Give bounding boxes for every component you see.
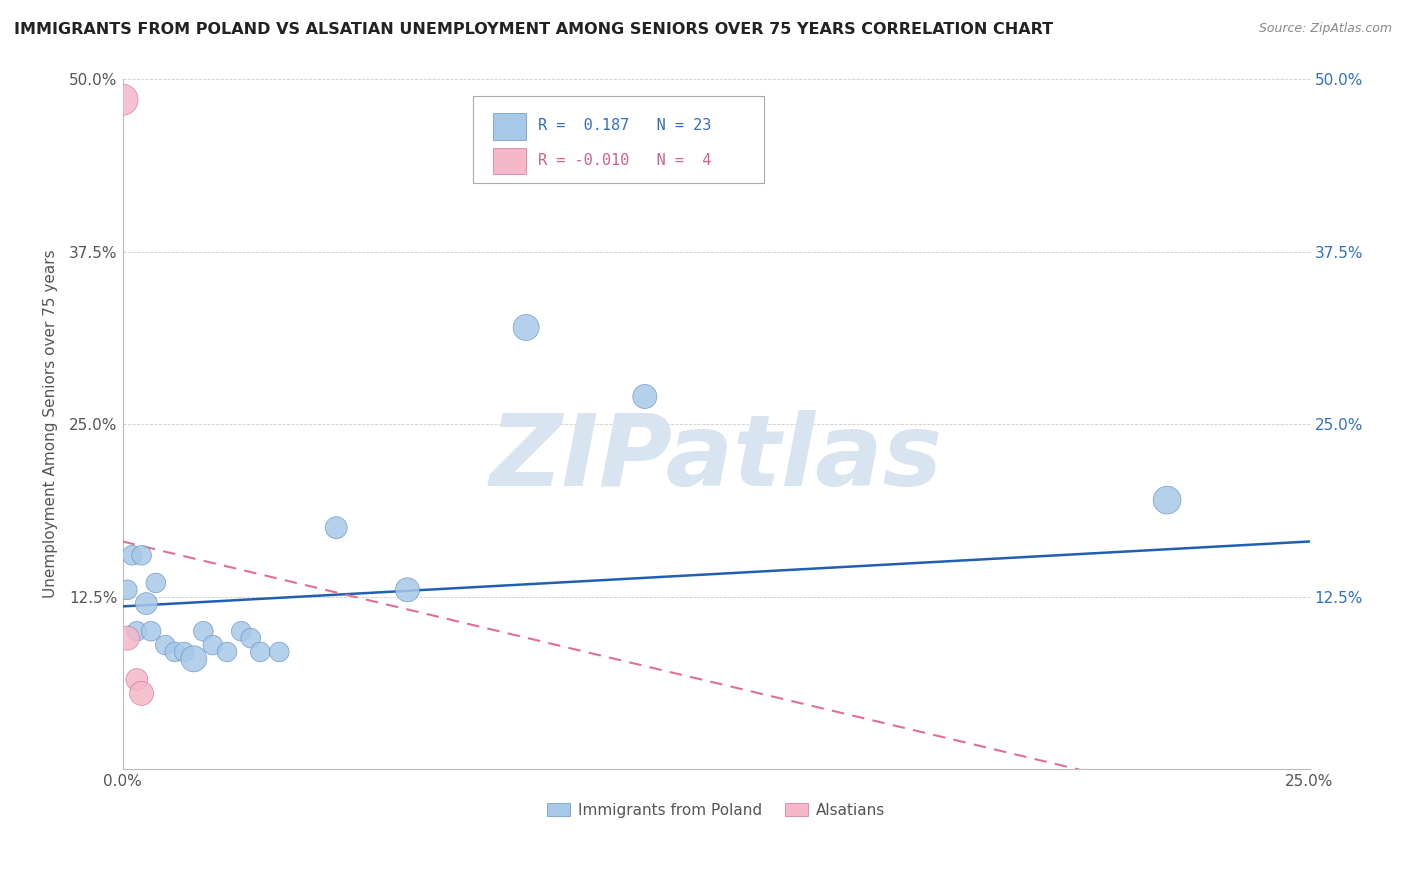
Point	[121, 549, 143, 563]
Y-axis label: Unemployment Among Seniors over 75 years: Unemployment Among Seniors over 75 years	[44, 250, 58, 599]
Point	[131, 686, 153, 700]
Point	[249, 645, 271, 659]
Text: Source: ZipAtlas.com: Source: ZipAtlas.com	[1258, 22, 1392, 36]
Point	[269, 645, 291, 659]
Point	[201, 638, 224, 652]
Point	[396, 582, 419, 597]
Point	[131, 549, 153, 563]
Point	[193, 624, 215, 639]
Text: ZIPatlas: ZIPatlas	[489, 410, 942, 508]
Point	[125, 673, 148, 687]
Point	[155, 638, 177, 652]
Text: IMMIGRANTS FROM POLAND VS ALSATIAN UNEMPLOYMENT AMONG SENIORS OVER 75 YEARS CORR: IMMIGRANTS FROM POLAND VS ALSATIAN UNEMP…	[14, 22, 1053, 37]
Text: R =  0.187   N = 23: R = 0.187 N = 23	[538, 119, 711, 134]
Point	[215, 645, 238, 659]
Point	[117, 582, 139, 597]
FancyBboxPatch shape	[472, 96, 763, 183]
Point	[231, 624, 253, 639]
Point	[135, 597, 157, 611]
FancyBboxPatch shape	[494, 148, 526, 174]
Point	[183, 652, 205, 666]
Point	[515, 320, 537, 334]
Point	[1156, 493, 1178, 508]
Legend: Immigrants from Poland, Alsatians: Immigrants from Poland, Alsatians	[541, 797, 891, 824]
Point	[163, 645, 186, 659]
Point	[325, 521, 347, 535]
FancyBboxPatch shape	[494, 113, 526, 140]
Point	[117, 631, 139, 645]
Point	[173, 645, 195, 659]
Point	[145, 575, 167, 590]
Point	[634, 390, 657, 404]
Point	[125, 624, 148, 639]
Text: R = -0.010   N =  4: R = -0.010 N = 4	[538, 153, 711, 168]
Point	[239, 631, 262, 645]
Point	[139, 624, 162, 639]
Point	[111, 93, 134, 107]
